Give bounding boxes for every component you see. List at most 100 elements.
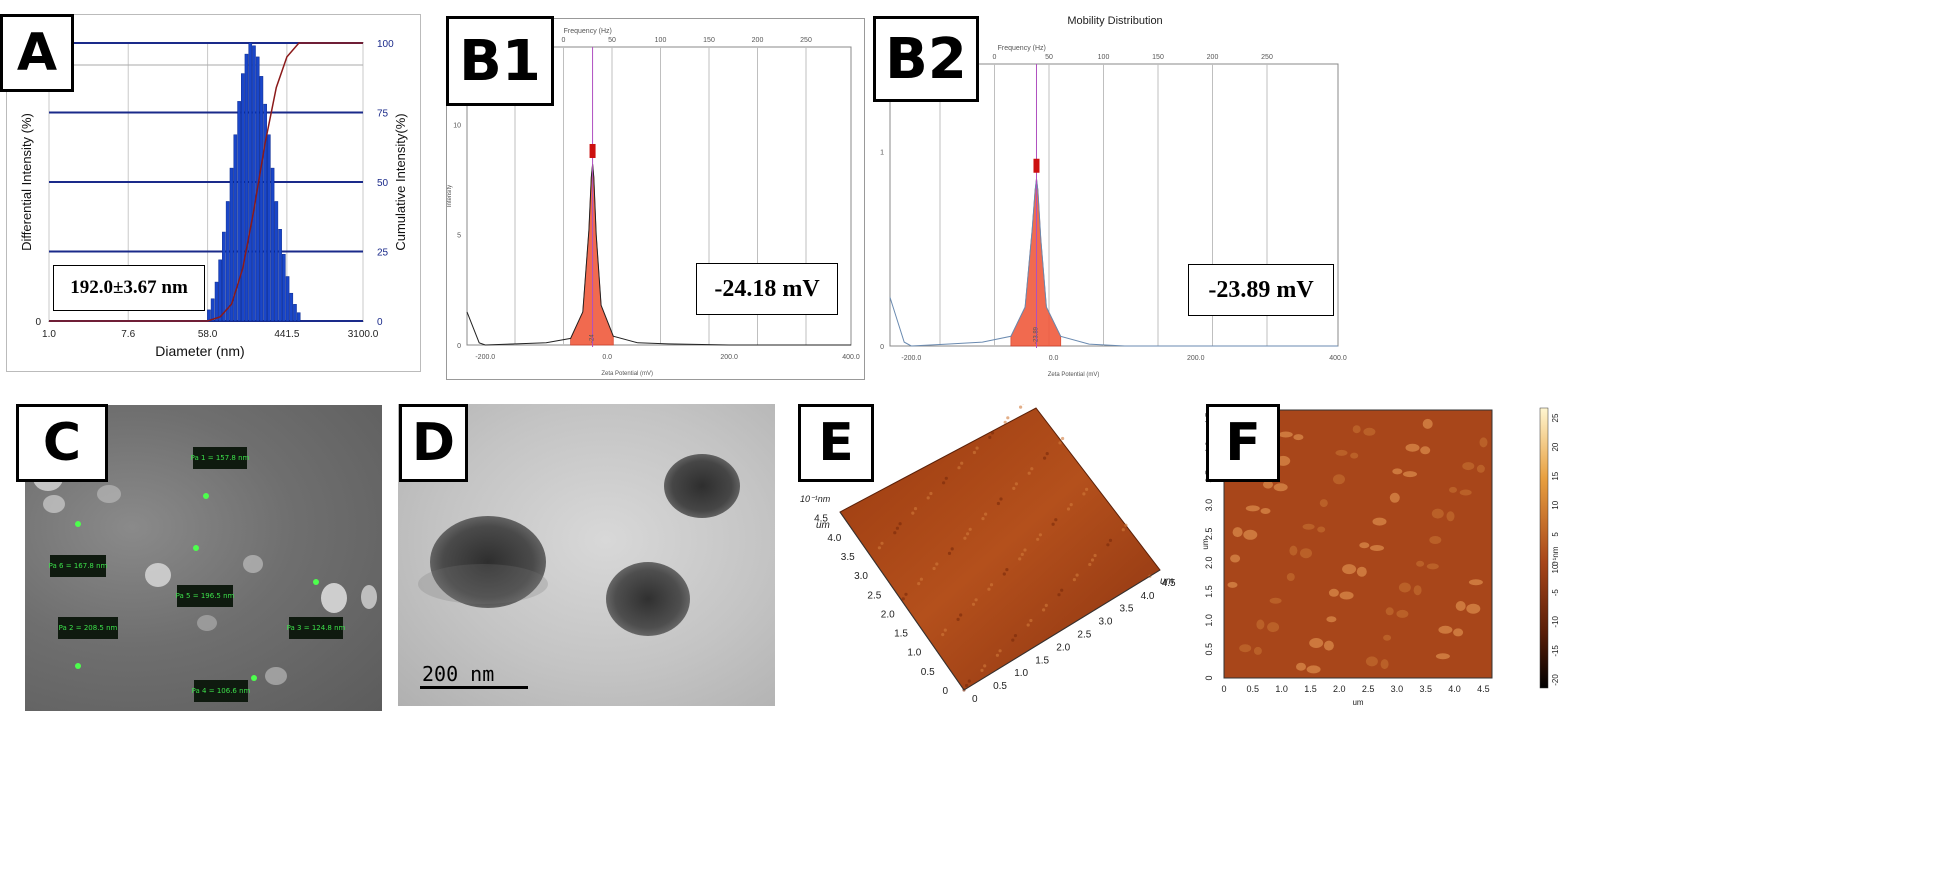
peak-marker — [1033, 158, 1040, 173]
afm-speckle — [972, 450, 976, 455]
afm-speckle — [990, 431, 995, 435]
afm-speckle — [1054, 518, 1058, 522]
y2-tick-label: 75 — [377, 109, 389, 120]
x-tick-label: 1.5 — [1035, 655, 1049, 666]
top-tick-label: 150 — [1152, 54, 1164, 61]
afm-speckle — [983, 664, 987, 668]
afm-grain — [1278, 431, 1293, 438]
afm-speckle — [1090, 558, 1095, 562]
top-axis-label: Frequency (Hz) — [998, 45, 1046, 52]
afm-speckle — [929, 491, 933, 496]
zeta-annotation-b2: -23.89 mV — [1188, 264, 1334, 316]
x-tick-label: 4.0 — [1141, 591, 1155, 602]
y-tick-label: 2.0 — [1204, 556, 1214, 569]
y-tick-label: 4.0 — [827, 533, 841, 544]
x-axis-label: Diameter (nm) — [155, 343, 244, 359]
y2-tick-label: 50 — [377, 178, 389, 189]
afm-grain — [1398, 582, 1411, 593]
afm-grain — [1267, 622, 1280, 633]
colorbar-tick-label: 20 — [1551, 442, 1560, 451]
afm-grain — [1269, 597, 1282, 604]
dls-bar — [289, 292, 294, 322]
afm-speckle — [917, 582, 921, 586]
y-tick-label: 0 — [1204, 675, 1214, 680]
afm-grain — [1389, 492, 1400, 503]
y-tick-label: 0 — [35, 317, 41, 328]
afm-speckle — [957, 466, 961, 470]
y2-tick-label: 0 — [377, 317, 383, 328]
afm-speckle — [1002, 572, 1006, 576]
x-tick-label: 3.5 — [1419, 684, 1432, 694]
afm-speckle — [926, 496, 930, 500]
afm-speckle — [1108, 538, 1113, 542]
panel-f-tag: F — [1206, 404, 1280, 482]
y-tick-label: 0.5 — [1204, 643, 1214, 656]
dls-bar — [233, 134, 238, 322]
y-axis-label: Differential Intensity (%) — [19, 113, 34, 251]
dls-bar — [248, 42, 253, 322]
y-tick-label: 10 — [453, 122, 461, 129]
afm-speckle — [1027, 471, 1031, 475]
panel-c-tag: C — [16, 404, 108, 482]
afm-grain — [1396, 609, 1409, 618]
x-tick-label: 1.0 — [1275, 684, 1288, 694]
afm-speckle — [963, 536, 967, 540]
sem-particle-label: Pa 3 = 124.8 nm — [287, 617, 345, 639]
afm-grain — [1356, 566, 1367, 577]
x-tick-label: 3.5 — [1120, 604, 1134, 615]
afm-speckle — [935, 562, 939, 566]
x-tick-label: 1.0 — [42, 329, 56, 340]
x-tick-label: 2.5 — [1077, 630, 1091, 641]
afm-grain — [1352, 425, 1361, 434]
sem-particle-label: Pa 6 = 167.8 nm — [49, 555, 107, 577]
afm-speckle — [984, 512, 988, 516]
afm-grain — [1455, 601, 1466, 611]
x-tick-label: 3100.0 — [348, 329, 379, 340]
afm-grain — [1383, 634, 1392, 641]
x-tick-label: 4.5 — [1162, 578, 1176, 589]
y-tick-label: 2.5 — [1204, 528, 1214, 541]
afm-speckle — [1069, 503, 1073, 507]
x-tick-label: 3.0 — [1391, 684, 1404, 694]
dls-bar — [263, 103, 267, 322]
afm-speckle — [975, 446, 979, 450]
afm-speckle — [1057, 593, 1061, 597]
afm-grain — [1300, 548, 1312, 559]
afm-speckle — [959, 613, 963, 617]
afm-speckle — [974, 598, 978, 602]
x-tick-label: 7.6 — [121, 329, 135, 340]
afm-grain — [1323, 640, 1334, 651]
y-tick-label: 2.0 — [881, 609, 895, 620]
afm-grain — [1446, 511, 1455, 522]
afm-grain — [1333, 474, 1345, 485]
y-tick-label: 1.0 — [907, 648, 921, 659]
afm-grain — [1453, 628, 1464, 637]
top-tick-label: 50 — [1045, 54, 1053, 61]
afm-speckle — [960, 461, 964, 465]
afm-grain — [1328, 588, 1339, 597]
afm-speckle — [901, 597, 905, 601]
afm-grain — [1306, 665, 1321, 674]
afm-grain — [1372, 517, 1387, 526]
afm-speckle — [1060, 588, 1064, 592]
afm-speckle — [1020, 552, 1024, 556]
y-unit-label: um — [816, 520, 830, 531]
afm-speckle — [1018, 557, 1022, 561]
afm-grain — [1363, 427, 1376, 436]
x-tick-label: 1.5 — [1304, 684, 1317, 694]
colorbar-tick-label: 5 — [1551, 532, 1560, 537]
afm-grain — [1309, 638, 1324, 648]
x-tick-label: -200.0 — [475, 354, 495, 361]
afm-grain — [1243, 529, 1258, 540]
afm-speckle — [1121, 528, 1125, 532]
panel-b2-tag: B2 — [873, 16, 979, 102]
afm-speckle — [1036, 537, 1040, 541]
afm-grain — [1253, 646, 1262, 655]
dls-bar — [244, 53, 249, 322]
y-tick-label: 4.5 — [814, 514, 828, 525]
afm-speckle — [947, 551, 952, 555]
afm-speckle — [904, 592, 908, 596]
afm-grain — [1405, 443, 1420, 452]
afm-speckle — [1044, 603, 1048, 607]
afm-grain — [1392, 468, 1403, 475]
